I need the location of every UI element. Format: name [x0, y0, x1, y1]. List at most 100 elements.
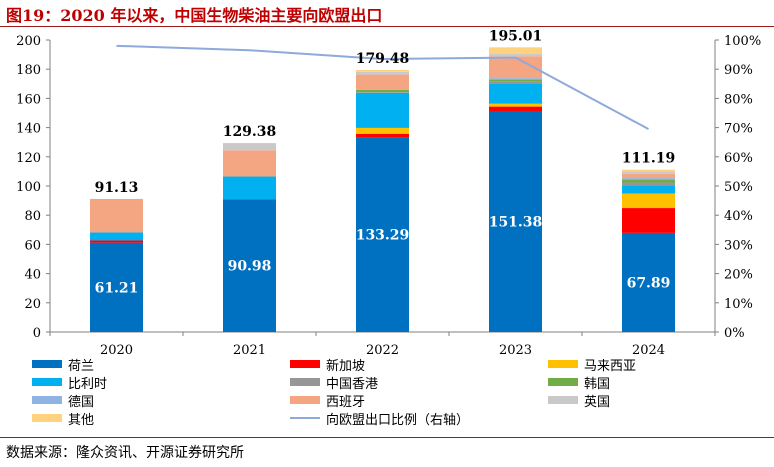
bar-segment-4: [90, 232, 143, 241]
bar-segment-1: [223, 199, 276, 332]
bar-segment-5: [356, 92, 409, 93]
bar-segment-7: [622, 178, 675, 180]
legend-swatch: [548, 396, 578, 404]
legend-label: 新加坡: [326, 358, 365, 374]
x-tick-label: 2024: [632, 343, 665, 358]
legend-label: 荷兰: [68, 359, 94, 374]
legend-swatch: [548, 360, 578, 368]
bar-value-label: 90.98: [228, 259, 272, 275]
legend-label: 其他: [68, 413, 94, 428]
bar-segment-1: [356, 137, 409, 332]
bar-value-label: 151.38: [489, 214, 543, 230]
bar-segment-4: [356, 92, 409, 128]
bar-value-label: 61.21: [95, 280, 139, 296]
legend-label: 德国: [68, 395, 94, 410]
y2-tick-label: 0%: [724, 326, 745, 341]
bar-segment-1: [622, 232, 675, 332]
y-tick-label: 40: [24, 268, 41, 283]
bar-segment-3: [489, 103, 542, 107]
bar-segment-7: [356, 89, 409, 90]
bar-segment-2: [90, 240, 143, 243]
legend-label: 中国香港: [326, 377, 378, 392]
bar-segment-9: [356, 71, 409, 75]
bar-value-label: 133.29: [356, 228, 410, 244]
legend-label: 英国: [584, 395, 610, 410]
legend-swatch: [32, 378, 62, 386]
bar-segment-10: [489, 47, 542, 55]
y-tick-label: 100: [16, 180, 41, 195]
bar-segment-6: [489, 79, 542, 82]
bar-segment-8: [223, 150, 276, 177]
legend-swatch: [32, 414, 62, 422]
y-tick-label: 60: [24, 238, 41, 253]
bar-total-label: 129.38: [223, 124, 277, 140]
bar-segment-10: [622, 169, 675, 172]
bar-segment-3: [622, 193, 675, 209]
bar-segment-8: [622, 173, 675, 179]
bar-segment-6: [622, 179, 675, 183]
bar-segment-2: [622, 208, 675, 233]
bar-segment-4: [489, 83, 542, 104]
legend-swatch: [548, 378, 578, 386]
bar-segment-9: [622, 171, 675, 174]
legend-label: 马来西亚: [584, 359, 636, 374]
y-tick-label: 140: [16, 122, 41, 137]
y2-tick-label: 50%: [724, 180, 753, 195]
y-tick-label: 80: [24, 209, 41, 224]
bar-total-label: 195.01: [489, 28, 543, 44]
bar-stacks: [90, 47, 675, 332]
stacked-bar-chart: 0 20 40 60 80 100 120 140 160 180 200 0% 10% 20% 30% 40…: [16, 28, 761, 428]
legend-swatch: [290, 360, 320, 368]
bar-total-label: 179.48: [356, 51, 410, 67]
legend-label: 西班牙: [326, 395, 365, 410]
y2-tick-label: 60%: [724, 151, 753, 166]
bar-segment-10: [356, 69, 409, 72]
legend-swatch: [290, 396, 320, 404]
legend-label: 比利时: [68, 377, 107, 392]
bar-segment-5: [622, 182, 675, 186]
y2-tick-label: 70%: [724, 122, 753, 137]
bar-segment-4: [223, 176, 276, 200]
y2-tick-label: 40%: [724, 209, 753, 224]
source-note: 数据来源：隆众资讯、开源证券研究所: [6, 445, 244, 461]
y-tick-label: 160: [16, 92, 41, 107]
y2-tick-label: 90%: [724, 63, 753, 78]
y2-tick-label: 80%: [724, 92, 753, 107]
bar-segment-6: [356, 89, 409, 93]
bar-segment-3: [356, 127, 409, 134]
x-tick-label: 2022: [366, 343, 399, 358]
bar-segment-9: [223, 143, 276, 151]
bar-segment-9: [489, 54, 542, 57]
legend-label: 向欧盟出口比例（右轴）: [326, 412, 469, 428]
y2-tick-label: 100%: [724, 34, 761, 49]
y-tick-label: 20: [24, 297, 41, 312]
legend-swatch: [32, 360, 62, 368]
bar-segment-2: [356, 133, 409, 138]
bar-segment-5: [489, 81, 542, 84]
y2-tick-label: 10%: [724, 297, 753, 312]
title-divider: [0, 26, 774, 27]
bar-total-label: 91.13: [95, 180, 139, 196]
bar-segment-4: [622, 185, 675, 194]
y-tick-label: 120: [16, 151, 41, 166]
x-tick-label: 2020: [100, 343, 133, 358]
y-tick-label: 0: [33, 326, 41, 341]
bar-value-label: 67.89: [627, 275, 671, 291]
bar-segment-1: [90, 242, 143, 332]
y2-tick-label: 20%: [724, 268, 753, 283]
bar-segment-2: [489, 106, 542, 111]
x-tick-label: 2023: [499, 343, 532, 358]
legend-swatch: [290, 378, 320, 386]
legend-swatch: [32, 396, 62, 404]
chart-axes: 0 20 40 60 80 100 120 140 160 180 200 0% 10% 20% 30% 40…: [16, 34, 761, 358]
bar-segment-8: [90, 198, 143, 233]
chart-title: 图19：2020 年以来，中国生物柴油主要向欧盟出口: [6, 6, 383, 25]
x-tick-label: 2021: [233, 343, 266, 358]
legend-label: 韩国: [584, 377, 610, 392]
data-labels: 61.21 91.13 90.98 129.38 133.29 179.48 151.38 1…: [95, 28, 676, 296]
bar-segment-8: [489, 56, 542, 79]
source-divider: [0, 437, 774, 438]
y-tick-label: 180: [16, 63, 41, 78]
bar-segment-7: [489, 78, 542, 80]
